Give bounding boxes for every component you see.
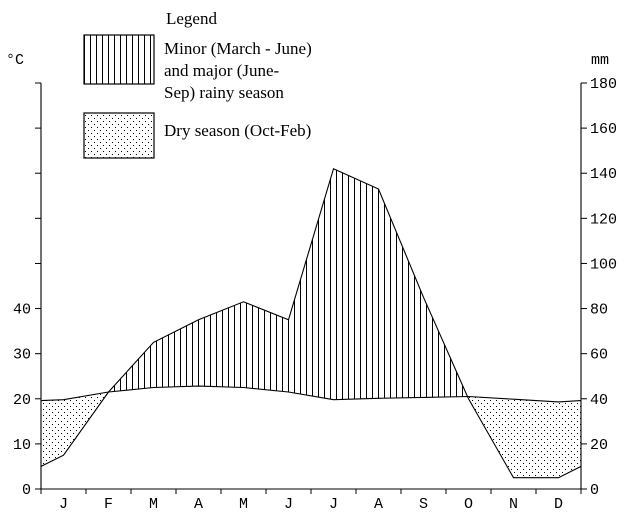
right-tick-label: 60: [590, 347, 608, 364]
month-label: J: [59, 496, 68, 513]
legend-title: Legend: [166, 9, 217, 28]
legend-rainy-label-line2: and major (June-: [164, 61, 280, 80]
temperature-line: [40, 385, 582, 403]
month-label: S: [419, 496, 428, 513]
left-axis-unit: °C: [6, 52, 24, 69]
month-label: O: [464, 496, 473, 513]
legend-dry-swatch: [83, 112, 155, 159]
left-tick-label: 40: [13, 302, 31, 319]
legend-rainy-swatch: [83, 34, 155, 85]
left-tick-label: 20: [13, 392, 31, 409]
right-tick-label: 20: [590, 437, 608, 454]
legend: Legend Minor (March - June) and major (J…: [83, 9, 312, 159]
right-tick-label: 100: [590, 256, 617, 273]
legend-rainy-label-line3: Sep) rainy season: [164, 83, 284, 102]
precipitation-line: [40, 167, 582, 479]
right-tick-label: 40: [590, 392, 608, 409]
right-tick-label: 120: [590, 211, 617, 228]
right-tick-label: 80: [590, 302, 608, 319]
data-lines: [40, 167, 582, 479]
right-axis-unit: mm: [591, 52, 609, 69]
right-tick-label: 160: [590, 121, 617, 138]
left-tick-label: 0: [22, 482, 31, 499]
right-tick-label: 140: [590, 166, 617, 183]
month-label: A: [374, 496, 383, 513]
rainy-season-area-1: [108, 168, 468, 400]
axes: 0 10 20 30 40 0 20 40 60 80 100 120 140 160 180 J F M A M J J…: [13, 76, 617, 513]
season-areas: [41, 168, 581, 478]
right-tick-label: 180: [590, 76, 617, 93]
legend-dry-label: Dry season (Oct-Feb): [164, 121, 311, 140]
month-label: A: [194, 496, 203, 513]
month-label: J: [284, 496, 293, 513]
month-label: M: [149, 496, 158, 513]
dry-season-area-0: [41, 392, 109, 467]
month-label: M: [239, 496, 248, 513]
month-label: N: [509, 496, 518, 513]
left-tick-label: 30: [13, 347, 31, 364]
legend-rainy-label-line1: Minor (March - June): [164, 39, 312, 58]
right-tick-label: 0: [590, 482, 599, 499]
month-label: J: [329, 496, 338, 513]
month-label: D: [554, 496, 563, 513]
month-label: F: [104, 496, 113, 513]
left-tick-label: 10: [13, 437, 31, 454]
dry-season-area-2: [467, 396, 581, 478]
